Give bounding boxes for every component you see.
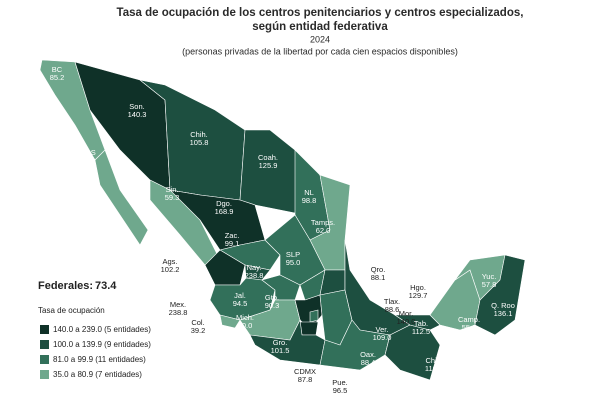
title: Tasa de ocupación de los centros peniten… bbox=[117, 7, 524, 19]
state-value: 125.9 bbox=[259, 161, 278, 170]
state-value: 140.3 bbox=[128, 110, 147, 119]
legend-label: 81.0 a 99.9 (11 entidades) bbox=[53, 355, 146, 364]
state-value: 99.1 bbox=[225, 239, 240, 248]
state-value: 129.7 bbox=[409, 291, 428, 300]
state-name: Chis. bbox=[425, 356, 442, 365]
state-value: 95.0 bbox=[286, 258, 301, 267]
state bbox=[249, 318, 326, 366]
state bbox=[394, 314, 441, 331]
state-value: 168.9 bbox=[215, 207, 234, 216]
state-value: 59.3 bbox=[165, 193, 180, 202]
state-value: 88.1 bbox=[371, 273, 386, 282]
state bbox=[474, 254, 526, 336]
state-name: CDMX bbox=[294, 367, 316, 376]
state-name: Tab. bbox=[414, 319, 428, 328]
federal-value: 73.4 bbox=[95, 280, 117, 292]
state-value: 140.0 bbox=[397, 317, 416, 326]
state-name: Pue. bbox=[332, 378, 347, 387]
federal-label: Federales: bbox=[38, 280, 93, 292]
state-value: 109.0 bbox=[373, 333, 392, 342]
state-value: 101.5 bbox=[271, 346, 290, 355]
legend-label: 140.0 a 239.0 (5 entidades) bbox=[53, 325, 151, 334]
state-value: 90.3 bbox=[265, 301, 280, 310]
state-value: 68.9 bbox=[81, 156, 96, 165]
state-name: Dgo. bbox=[216, 199, 232, 208]
state-value: 238.8 bbox=[169, 308, 188, 317]
state-value: 88.6 bbox=[385, 305, 400, 314]
state-value: 57.8 bbox=[482, 280, 497, 289]
state-name: Mich. bbox=[236, 313, 254, 322]
state-value: 80.0 bbox=[238, 321, 253, 330]
state-value: 55.0 bbox=[462, 323, 477, 332]
state-value: 116.5 bbox=[425, 364, 443, 373]
state-name: Jal. bbox=[234, 291, 246, 300]
state-name: Son. bbox=[129, 102, 144, 111]
state-name: Gto. bbox=[265, 293, 279, 302]
state-name: Q. Roo bbox=[491, 301, 515, 310]
state-name: Ags. bbox=[162, 257, 177, 266]
state-value: 98.8 bbox=[302, 196, 317, 205]
state-value: 136.1 bbox=[494, 309, 513, 318]
state-name: Col. bbox=[191, 318, 204, 327]
state-value: 238.8 bbox=[245, 271, 264, 280]
state-name: BC bbox=[52, 65, 63, 74]
state-name: Camp. bbox=[458, 315, 480, 324]
state-value: 112.5 bbox=[412, 327, 430, 336]
state bbox=[219, 314, 241, 329]
state-name: Coah. bbox=[258, 153, 278, 162]
state-name: Qro. bbox=[371, 265, 386, 274]
state-name: Ver. bbox=[376, 325, 389, 334]
states bbox=[39, 59, 526, 381]
legend-swatch bbox=[40, 370, 49, 379]
state bbox=[204, 249, 246, 286]
state-name: BCS bbox=[80, 148, 95, 157]
state-name: Tlax. bbox=[384, 297, 400, 306]
state-value: 62.0 bbox=[316, 226, 331, 235]
legend-swatch bbox=[40, 355, 49, 364]
legend: 140.0 a 239.0 (5 entidades) 100.0 a 139.9… bbox=[40, 325, 151, 379]
state-value: 102.2 bbox=[161, 265, 180, 274]
legend-label: 35.0 a 80.9 (7 entidades) bbox=[53, 370, 142, 379]
state-value: 96.5 bbox=[333, 386, 348, 395]
legend-swatch bbox=[40, 340, 49, 349]
state-value: 87.8 bbox=[298, 375, 313, 384]
state-name: NL bbox=[304, 188, 314, 197]
state bbox=[94, 149, 149, 246]
subtitle: (personas privadas de la libertad por ca… bbox=[182, 46, 458, 56]
state-name: Chih. bbox=[190, 130, 208, 139]
legend-title: Tasa de ocupación bbox=[38, 306, 105, 315]
state-name: Oax. bbox=[360, 350, 376, 359]
state-name: Gro. bbox=[273, 338, 288, 347]
state-name: Yuc. bbox=[482, 272, 497, 281]
state-name: Tamps. bbox=[311, 218, 335, 227]
state bbox=[209, 277, 276, 321]
legend-label: 100.0 a 139.9 (9 entidades) bbox=[53, 340, 151, 349]
state-name: Hgo. bbox=[410, 283, 426, 292]
state-name: Mor. bbox=[399, 309, 414, 318]
state-name: Sin. bbox=[166, 185, 179, 194]
legend-swatch bbox=[40, 325, 49, 334]
year: 2024 bbox=[310, 34, 330, 44]
state-value: 85.2 bbox=[50, 73, 65, 82]
state-name: Zac. bbox=[225, 231, 240, 240]
title-line2: según entidad federativa bbox=[252, 21, 388, 33]
state-name: Nay. bbox=[247, 263, 262, 272]
state bbox=[309, 309, 319, 323]
state-value: 88.4 bbox=[361, 358, 376, 367]
state-value: 39.2 bbox=[191, 326, 206, 335]
state-value: 94.5 bbox=[233, 299, 248, 308]
state-name: SLP bbox=[286, 250, 300, 259]
state-value: 105.8 bbox=[190, 138, 209, 147]
state-name: Mex. bbox=[170, 300, 186, 309]
state bbox=[299, 321, 319, 336]
